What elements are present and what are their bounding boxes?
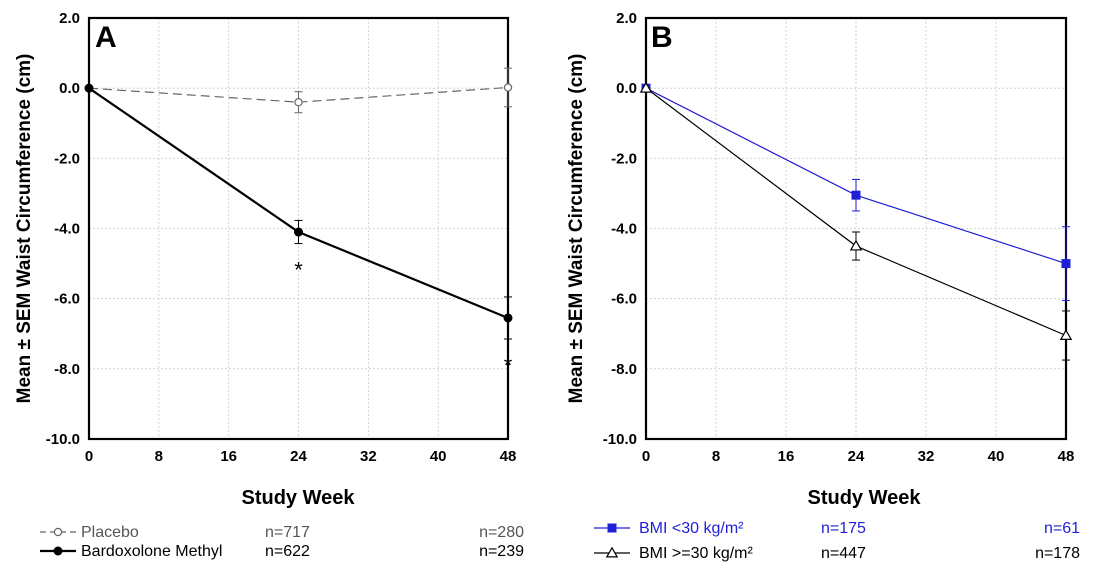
x-tick-label: 48 (1058, 448, 1075, 465)
y-tick-label: -8.0 (611, 361, 637, 378)
significance-marker: * (294, 258, 303, 283)
legend-n-week48: n=239 (479, 543, 524, 560)
x-tick-label: 0 (85, 448, 93, 465)
legend-n-week48: n=178 (1035, 545, 1080, 562)
data-point (84, 83, 94, 93)
panel-b-chart: 2.0 0.0 -2.0 -4.0 -6.0 -8.0 -10.0 0 8 16 24 32 40 48 M… (566, 10, 1080, 562)
x-tick-label: 40 (988, 448, 1005, 465)
x-tick-label: 16 (220, 448, 237, 465)
legend-n-week24: n=447 (821, 545, 866, 562)
x-axis-label: Study Week (242, 487, 356, 509)
legend-label: BMI <30 kg/m² (639, 520, 744, 537)
x-tick-label: 0 (642, 448, 650, 465)
legend-label: Placebo (81, 524, 139, 541)
legend-marker (53, 546, 63, 556)
x-tick-label: 40 (430, 448, 447, 465)
legend-label: BMI >=30 kg/m² (639, 545, 753, 562)
legend-n-week48: n=280 (479, 524, 524, 541)
data-point (1061, 259, 1071, 269)
legend-n-week24: n=622 (265, 543, 310, 560)
data-point (503, 313, 513, 323)
x-tick-label: 32 (360, 448, 377, 465)
x-tick-label: 8 (155, 448, 163, 465)
y-tick-label: -2.0 (611, 150, 637, 167)
y-tick-label: 0.0 (616, 80, 637, 97)
y-tick-label: -2.0 (54, 150, 80, 167)
x-tick-label: 32 (918, 448, 935, 465)
data-point (294, 97, 303, 107)
y-tick-label: -6.0 (611, 291, 637, 308)
legend-n-week24: n=717 (265, 524, 310, 541)
data-point (1059, 329, 1073, 341)
panel-a-chart: 2.0 0.0 -2.0 -4.0 -6.0 -8.0 -10.0 0 8 16 24 32 40 48 M… (14, 10, 524, 560)
x-tick-label: 8 (712, 448, 720, 465)
x-tick-label: 16 (778, 448, 795, 465)
data-point (849, 239, 863, 251)
plot-frame (87, 16, 510, 441)
x-tick-label: 24 (848, 448, 865, 465)
panel-label: A (95, 21, 117, 54)
x-axis-label: Study Week (808, 487, 922, 509)
y-tick-label: -8.0 (54, 361, 80, 378)
legend-marker (607, 523, 617, 533)
legend-marker (605, 546, 619, 558)
legend-marker (53, 527, 63, 537)
significance-marker: * (504, 353, 513, 378)
legend-n-week24: n=175 (821, 520, 866, 537)
data-point (639, 81, 653, 93)
y-tick-label: -10.0 (46, 431, 80, 448)
legend-n-week48: n=61 (1044, 520, 1080, 537)
y-tick-label: -6.0 (54, 291, 80, 308)
y-tick-label: 0.0 (59, 80, 80, 97)
x-tick-label: 24 (290, 448, 307, 465)
legend-label: Bardoxolone Methyl (81, 543, 222, 560)
y-tick-label: 2.0 (616, 10, 637, 27)
data-point (851, 190, 861, 200)
panel-label: B (651, 21, 673, 54)
data-point (503, 83, 513, 92)
data-point (294, 227, 303, 237)
y-axis-label: Mean ± SEM Waist Circumference (cm) (14, 54, 35, 404)
y-tick-label: -10.0 (603, 431, 637, 448)
x-tick-label: 48 (500, 448, 517, 465)
y-tick-label: -4.0 (611, 221, 637, 238)
y-tick-label: 2.0 (59, 10, 80, 27)
y-axis-label: Mean ± SEM Waist Circumference (cm) (566, 54, 587, 404)
y-tick-label: -4.0 (54, 221, 80, 238)
